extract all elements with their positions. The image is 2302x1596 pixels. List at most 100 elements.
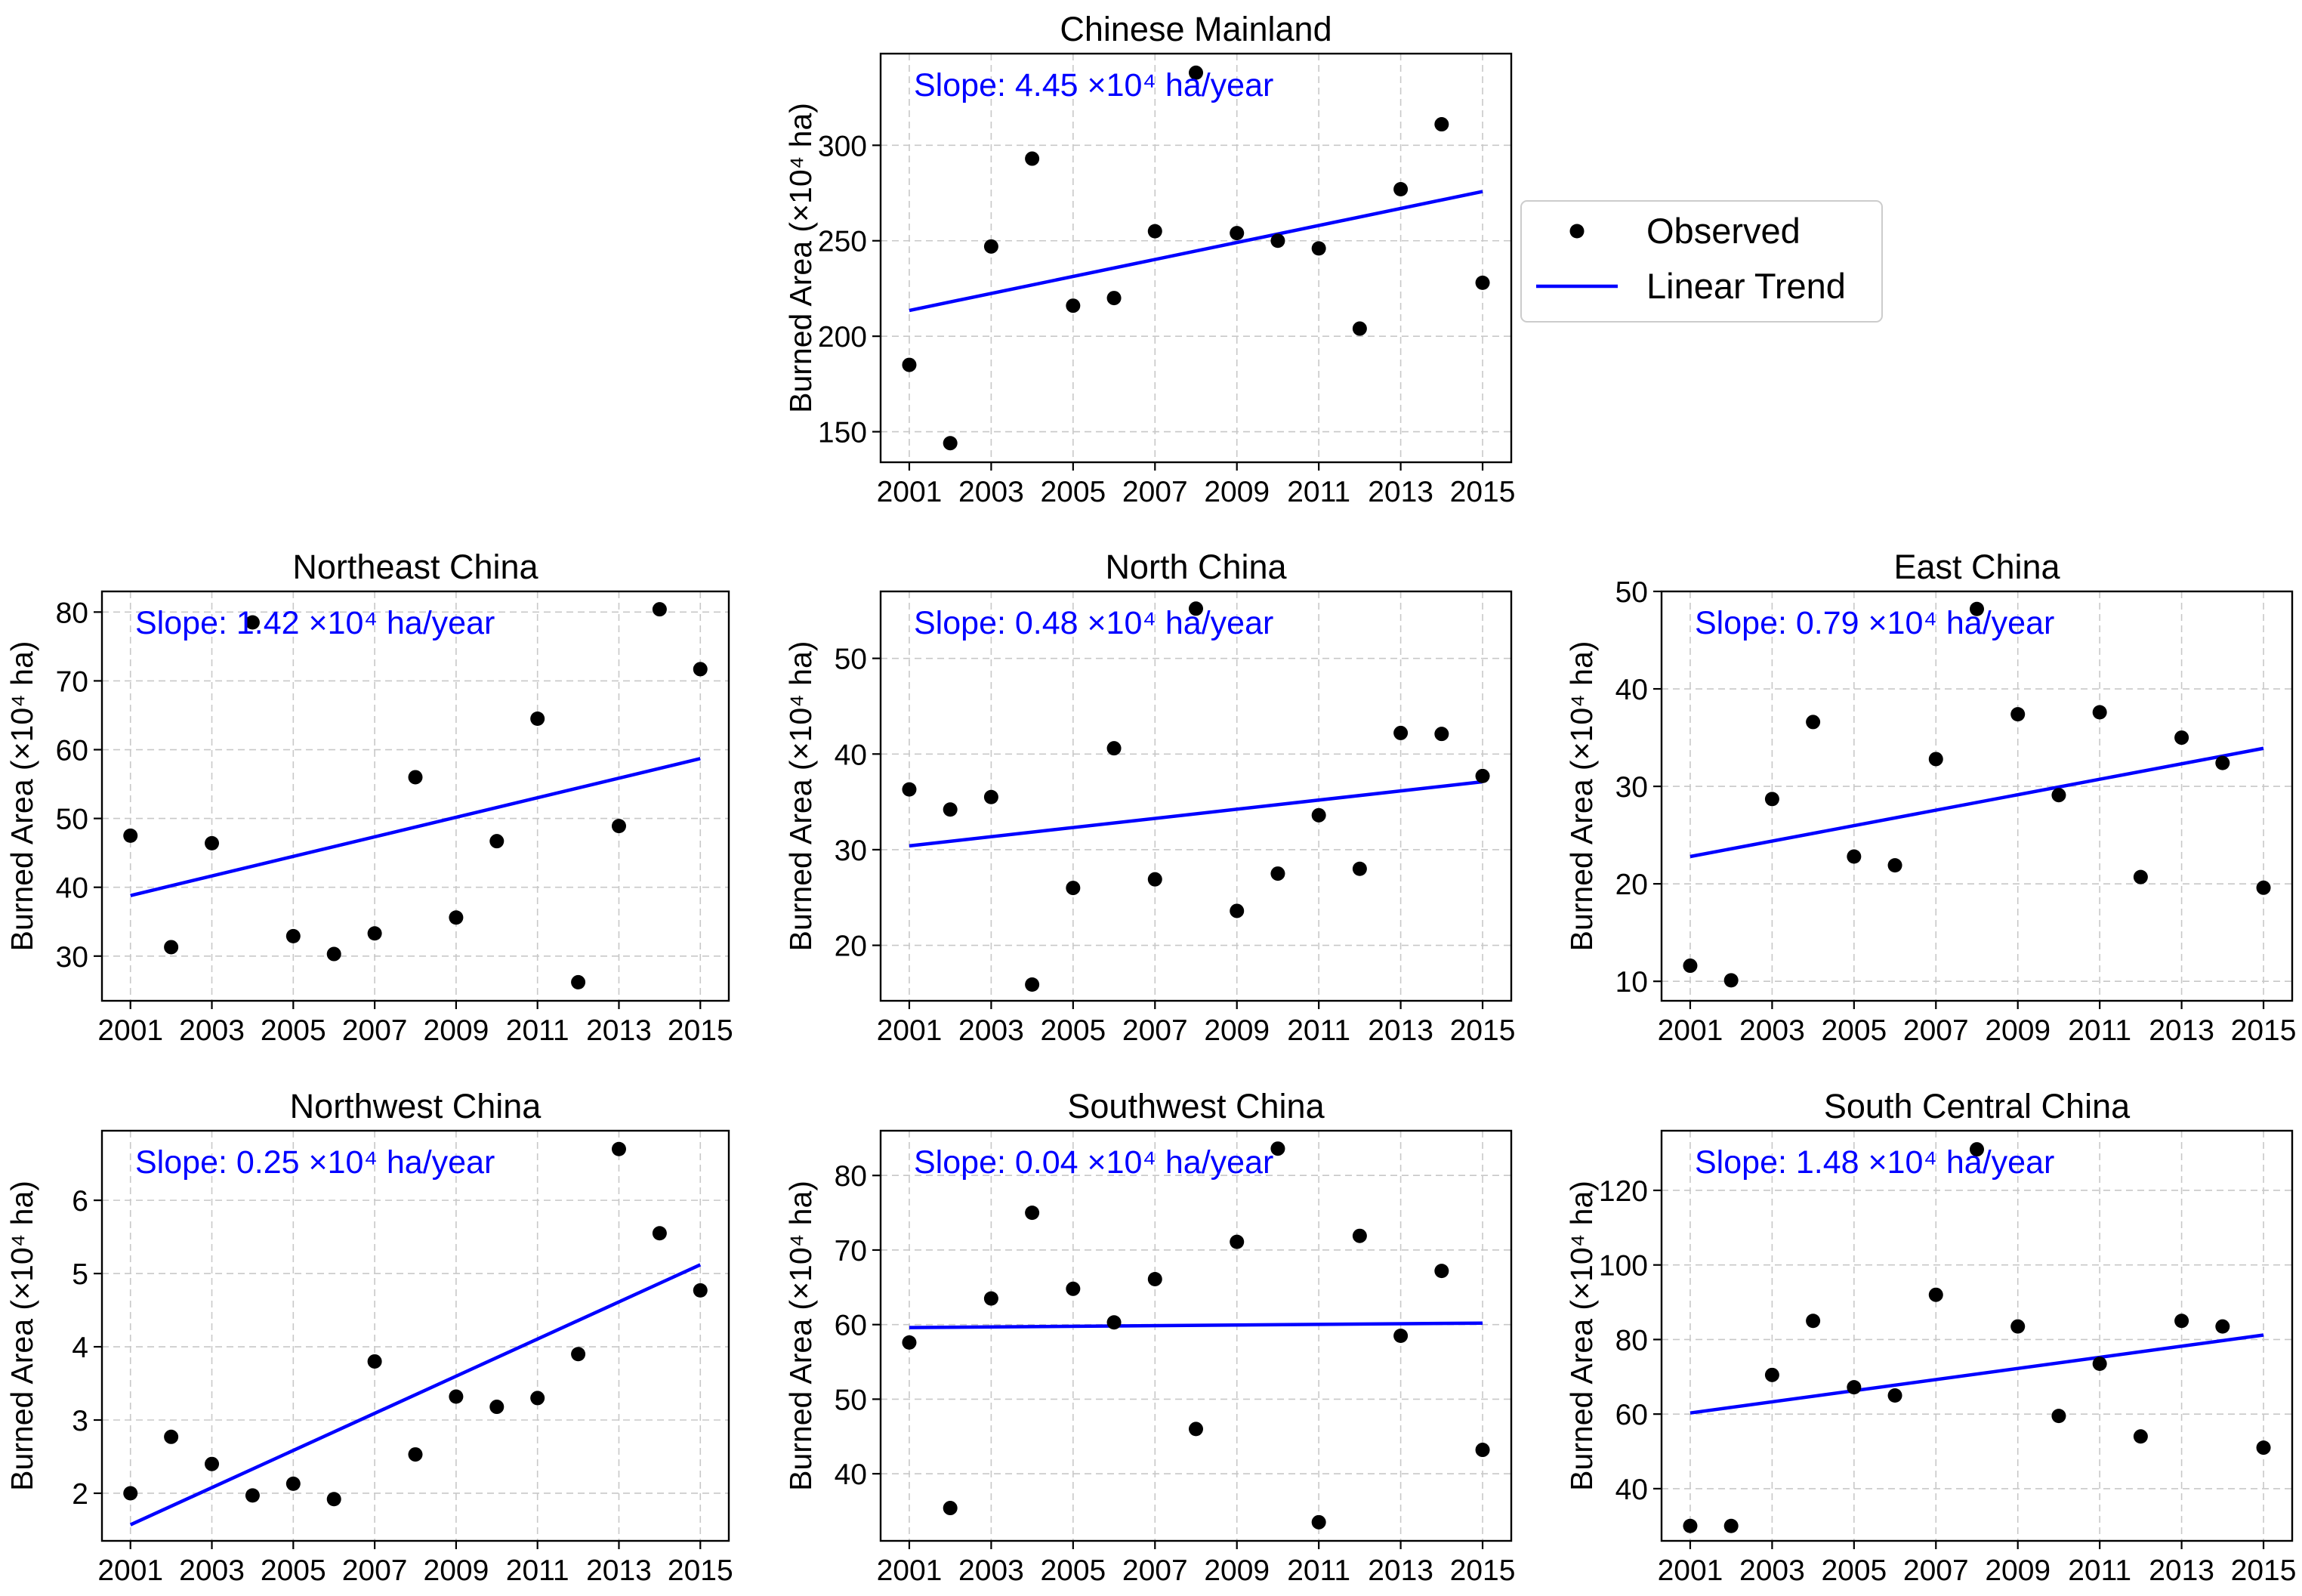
x-tick-label: 2011 bbox=[1287, 1014, 1350, 1047]
y-tick-label: 80 bbox=[56, 597, 88, 629]
data-point bbox=[1066, 881, 1081, 896]
data-point bbox=[1393, 725, 1409, 740]
data-point bbox=[2133, 1429, 2148, 1444]
data-point bbox=[1147, 224, 1162, 239]
x-tick-label: 2003 bbox=[1739, 1014, 1805, 1047]
x-tick-label: 2005 bbox=[1821, 1014, 1887, 1047]
plot-frame bbox=[879, 52, 1513, 464]
data-point bbox=[1475, 1443, 1490, 1458]
y-tick-label: 2 bbox=[72, 1478, 88, 1511]
chart-panel: 2001 2003 2005 2007 2009 2011 2013 2015 150 200 25… bbox=[783, 10, 1515, 508]
data-point bbox=[1928, 752, 1943, 767]
y-tick-label: 50 bbox=[835, 1384, 867, 1416]
data-point bbox=[1106, 291, 1122, 306]
data-point bbox=[449, 910, 464, 925]
x-tick-label: 2007 bbox=[1122, 1554, 1188, 1587]
data-point bbox=[1230, 226, 1245, 241]
data-point bbox=[408, 770, 423, 785]
data-point bbox=[2174, 1314, 2189, 1329]
x-tick-label: 2015 bbox=[668, 1014, 733, 1047]
chart-panel: 2001 2003 2005 2007 2009 2011 2013 2015 40 60 80 10… bbox=[1564, 1087, 2296, 1587]
data-point bbox=[1025, 151, 1040, 166]
x-tick-label: 2013 bbox=[1368, 1014, 1433, 1047]
x-tick-label: 2013 bbox=[586, 1014, 652, 1047]
data-point bbox=[902, 357, 917, 372]
x-tick-label: 2011 bbox=[506, 1554, 569, 1587]
data-point bbox=[285, 928, 301, 943]
y-tick-label: 40 bbox=[1615, 1474, 1648, 1506]
panel-title: East China bbox=[1893, 548, 2060, 586]
x-tick-label: 2005 bbox=[261, 1554, 326, 1587]
trend-line bbox=[909, 779, 1483, 848]
data-point bbox=[1847, 1380, 1862, 1395]
y-tick-label: 70 bbox=[835, 1235, 867, 1267]
x-tick-label: 2003 bbox=[958, 1554, 1024, 1587]
data-point bbox=[1147, 1271, 1162, 1286]
x-tick-label: 2007 bbox=[1122, 476, 1188, 508]
x-tick-label: 2005 bbox=[261, 1014, 326, 1047]
x-tick-label: 2001 bbox=[877, 476, 943, 508]
data-point bbox=[1106, 1315, 1122, 1330]
y-tick-label: 4 bbox=[72, 1332, 88, 1364]
x-tick-label: 2001 bbox=[97, 1554, 163, 1587]
slope-annotation: Slope: 1.48 ×10⁴ ha/year bbox=[1695, 1144, 2054, 1181]
data-point bbox=[943, 802, 958, 817]
plot-frame bbox=[879, 590, 1513, 1002]
data-point bbox=[205, 835, 220, 850]
y-axis-label: Burned Area (×10⁴ ha) bbox=[783, 1181, 818, 1491]
data-point bbox=[367, 926, 382, 941]
plot-frame bbox=[100, 1129, 730, 1542]
data-point bbox=[2051, 1409, 2066, 1424]
data-point bbox=[1270, 233, 1285, 249]
x-tick-label: 2009 bbox=[1985, 1014, 2051, 1047]
x-tick-label: 2005 bbox=[1040, 1014, 1106, 1047]
data-point bbox=[1352, 1228, 1367, 1243]
x-tick-label: 2001 bbox=[1658, 1554, 1723, 1587]
data-point bbox=[652, 602, 667, 617]
data-point bbox=[1434, 117, 1449, 132]
data-point bbox=[1393, 181, 1409, 196]
data-point bbox=[164, 1429, 179, 1444]
data-point bbox=[1723, 1518, 1739, 1533]
panel-title: South Central China bbox=[1824, 1087, 2131, 1125]
x-tick-label: 2001 bbox=[877, 1014, 943, 1047]
data-point bbox=[2215, 755, 2230, 770]
slope-annotation: Slope: 4.45 ×10⁴ ha/year bbox=[914, 67, 1273, 103]
data-point bbox=[1806, 1314, 1821, 1329]
x-tick-label: 2007 bbox=[1122, 1014, 1188, 1047]
x-tick-label: 2005 bbox=[1040, 476, 1106, 508]
data-point bbox=[611, 819, 626, 834]
data-point bbox=[1683, 959, 1698, 974]
trend-line bbox=[909, 1321, 1483, 1329]
y-tick-label: 40 bbox=[835, 739, 867, 771]
chart-panel: 2001 2003 2005 2007 2009 2011 2013 2015 10 20 30 40… bbox=[1564, 548, 2296, 1047]
y-tick-label: 80 bbox=[1615, 1324, 1648, 1357]
x-tick-label: 2005 bbox=[1821, 1554, 1887, 1587]
data-point bbox=[1970, 1142, 1984, 1157]
y-tick-label: 30 bbox=[835, 835, 867, 867]
data-point bbox=[326, 946, 341, 962]
data-point bbox=[245, 615, 260, 630]
data-point bbox=[1147, 872, 1162, 887]
chart-panel: 2001 2003 2005 2007 2009 2011 2013 2015 40 50 60 70… bbox=[783, 1087, 1515, 1587]
y-tick-label: 100 bbox=[1599, 1250, 1648, 1283]
data-point bbox=[2010, 1319, 2026, 1334]
data-point bbox=[1352, 321, 1367, 336]
chart-panel: 2001 2003 2005 2007 2009 2011 2013 2015 2 3 4 5 6 Slo… bbox=[5, 1087, 733, 1587]
panel-title: Northeast China bbox=[292, 548, 538, 586]
data-point bbox=[367, 1354, 382, 1369]
trend-line bbox=[129, 1263, 702, 1527]
x-tick-label: 2003 bbox=[958, 1014, 1024, 1047]
x-tick-label: 2009 bbox=[424, 1554, 489, 1587]
y-tick-label: 5 bbox=[72, 1258, 88, 1291]
y-tick-label: 6 bbox=[72, 1185, 88, 1218]
data-point bbox=[571, 974, 586, 989]
data-point bbox=[326, 1492, 341, 1507]
data-point bbox=[2256, 1440, 2271, 1456]
y-tick-label: 3 bbox=[72, 1405, 88, 1437]
data-point bbox=[164, 940, 179, 955]
data-point bbox=[123, 828, 138, 843]
data-point bbox=[1764, 792, 1779, 807]
x-tick-label: 2003 bbox=[179, 1554, 245, 1587]
